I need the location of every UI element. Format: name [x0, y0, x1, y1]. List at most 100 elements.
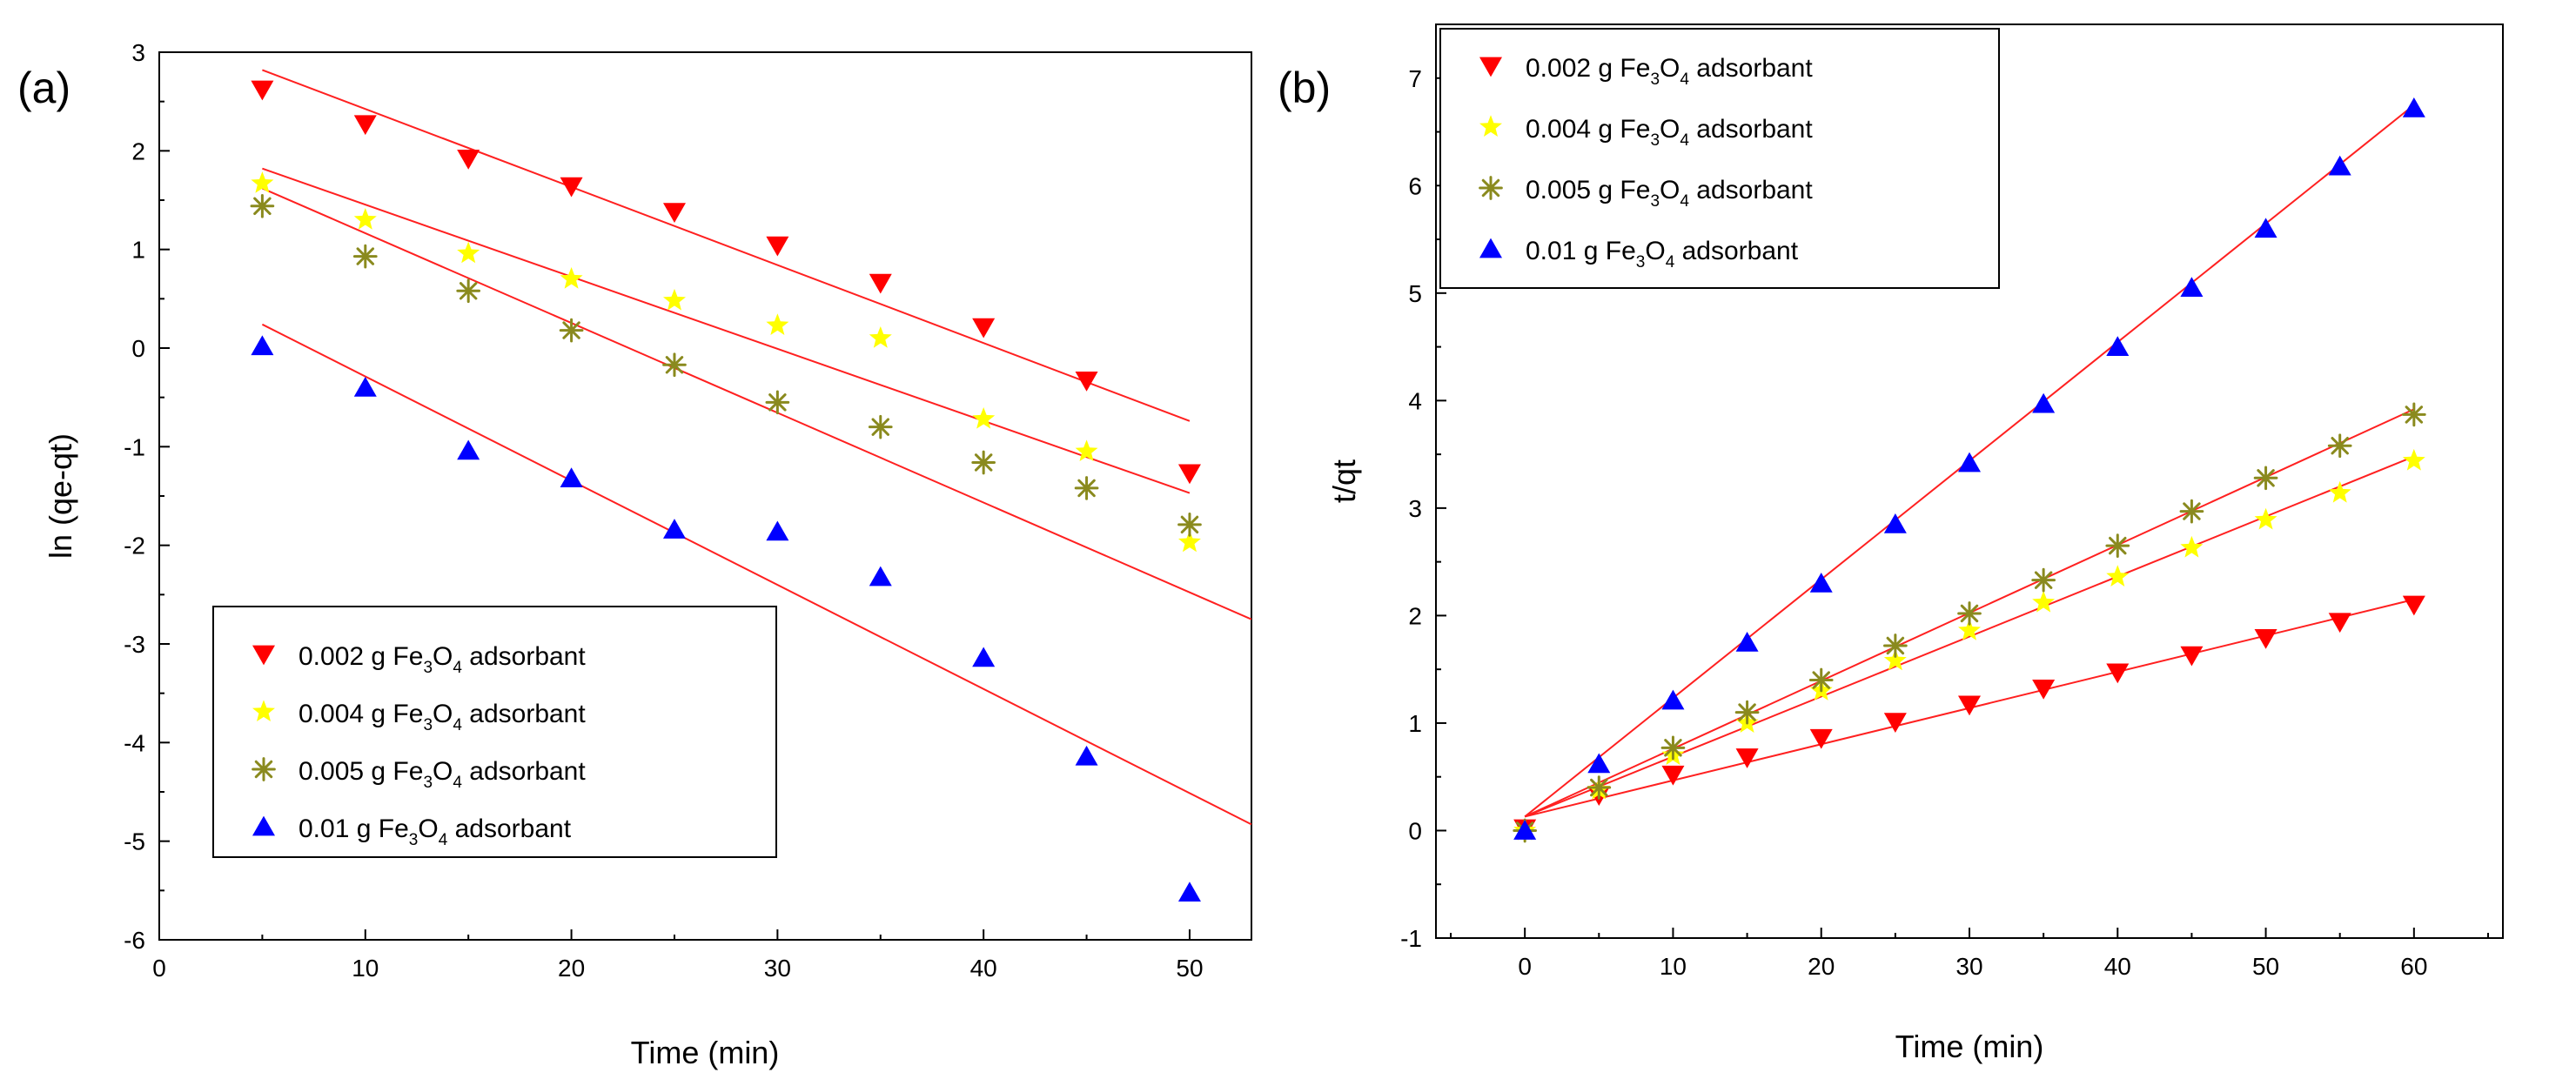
panel-a-label: (a) [17, 64, 70, 112]
panel-b-legend-box [1439, 28, 2000, 289]
panel-b-data-point [2253, 466, 2278, 491]
panel-a-data-point [663, 288, 686, 311]
panel-a-y-tick-label: -2 [124, 533, 145, 560]
panel-a-data-point [560, 467, 583, 487]
panel-a-data-point [250, 193, 275, 218]
panel-a-data-point [251, 80, 274, 101]
panel-b-data-point [1734, 700, 1760, 725]
panel-a-data-point [766, 236, 789, 257]
panel-b-data-point [2254, 628, 2277, 649]
panel-b-ticks: 0 10 20 30 40 50 60 -1 0 1 2 3 4 5 6 7 [1400, 65, 2489, 980]
panel-b-data-point [1661, 689, 1685, 710]
panel-a-data-point [1178, 530, 1201, 553]
panel-a-data-point [456, 278, 481, 304]
panel-a-x-axis-title: Time (min) [631, 1035, 780, 1070]
panel-a-data-point [353, 208, 377, 230]
panel-b-y-tick-label: 3 [1408, 495, 1422, 522]
panel-a-data-point [457, 150, 480, 170]
panel-a-series-4 [251, 335, 1201, 902]
panel-b-legend: 0.002 g Fe3O4 adsorbant 0.004 g Fe3O4 ads… [1439, 28, 2000, 289]
panel-b-data-point [1957, 601, 1982, 626]
panel-b-x-tick-label: 50 [2252, 953, 2279, 980]
panel-b-data-point [1587, 775, 1612, 800]
panel-a-y-tick-label: -1 [124, 433, 145, 460]
panel-b-label: (b) [1278, 64, 1331, 112]
panel-a-x-tick-label: 30 [764, 955, 791, 982]
panel-a-fit-line-2 [262, 167, 1191, 494]
panel-b-data-point [1513, 820, 1537, 840]
panel-a-fit-line-3 [261, 187, 1252, 620]
panel-a-series-1 [251, 80, 1201, 485]
panel-b-legend-label-4: 0.01 g Fe3O4 adsorbant [1526, 237, 1799, 272]
panel-b-y-tick-label: 7 [1408, 65, 1422, 92]
panel-a-y-axis-title: ln (qe-qt) [43, 433, 78, 559]
panel-b-data-point [2031, 567, 2056, 593]
panel-a-data-point [251, 171, 274, 193]
panel-b-data-point [2180, 646, 2204, 667]
panel-b-markers [1513, 97, 2426, 843]
panel-a-data-point [1075, 745, 1098, 766]
panel-b-data-point [1735, 748, 1759, 768]
panel-a-fit-lines [261, 69, 1252, 826]
panel-b-y-tick-label: 6 [1408, 172, 1422, 199]
panel-b-x-tick-label: 10 [1660, 953, 1687, 980]
panel-b-data-point [1809, 728, 1833, 749]
panel-a-x-tick-label: 20 [558, 955, 585, 982]
panel-a-data-point [971, 450, 996, 475]
panel-b-data-point [2254, 218, 2277, 238]
panel-a-legend-label-2: 0.004 g Fe3O4 adsorbant [299, 700, 586, 734]
panel-b-x-tick-label: 40 [2104, 953, 2131, 980]
panel-a-data-point [1177, 882, 1201, 902]
panel-b-legend-marker-1 [1479, 57, 1502, 77]
panel-a-y-tick-label: -5 [124, 828, 145, 855]
panel-a-fit-line-1 [262, 69, 1191, 422]
panel-a-data-point [662, 203, 686, 223]
panel-a-legend-label-1: 0.002 g Fe3O4 adsorbant [299, 642, 586, 677]
panel-b-x-tick-label: 30 [1955, 953, 1982, 980]
panel-a-ticks: 0 10 20 30 40 50 -6 -5 -4 -3 -2 -1 0 1 2 3 [124, 39, 1203, 982]
panel-b-data-point [2105, 533, 2130, 558]
panel-a-y-tick-label: -3 [124, 631, 145, 658]
panel-b-x-axis-title: Time (min) [1895, 1029, 2044, 1064]
panel-a-data-point [972, 407, 996, 429]
panel-a-data-point [868, 414, 893, 439]
panel-a-data-point [972, 318, 996, 339]
panel-a-data-point [352, 244, 378, 269]
panel-b-data-point [2401, 402, 2426, 427]
panel-a-legend-marker-2 [252, 700, 275, 721]
panel-a-x-tick-label: 40 [970, 955, 997, 982]
panel-a-data-point [869, 326, 892, 348]
panel-a-data-point [251, 335, 274, 356]
panel-b-y-tick-label: 4 [1408, 387, 1422, 414]
panel-a-data-point [1075, 372, 1098, 392]
panel-a-data-point [766, 313, 789, 335]
panel-a-series-3 [250, 193, 1202, 537]
chart-panel-a: (a) 0 10 20 30 40 50 -6 -5 -4 -3 -2 -1 0 1 2 3 Time (mi… [17, 39, 1252, 1070]
panel-b-data-point [2106, 336, 2130, 356]
panel-a-series-2 [251, 171, 1201, 553]
panel-b-y-tick-label: 0 [1408, 817, 1422, 844]
panel-a-data-point [662, 519, 686, 539]
panel-a-legend-marker-1 [252, 645, 275, 666]
panel-a-markers [250, 80, 1202, 902]
panel-a-legend-marker-3 [252, 757, 276, 781]
panel-b-data-point [1883, 648, 1907, 671]
panel-b-data-point [1883, 513, 1907, 533]
panel-b-legend-label-2: 0.004 g Fe3O4 adsorbant [1526, 115, 1813, 150]
panel-b-data-point [1883, 713, 1907, 734]
panel-b-data-point [1958, 695, 1981, 716]
panel-b-x-tick-label: 60 [2400, 953, 2427, 980]
panel-a-data-point [560, 267, 583, 289]
panel-a-data-point [1074, 476, 1099, 500]
panel-a-data-point [457, 241, 480, 264]
panel-b-data-point [1735, 631, 1759, 652]
panel-a-data-point [662, 352, 687, 378]
panel-b-data-point [2327, 433, 2352, 459]
panel-b-legend-marker-3 [1479, 176, 1503, 200]
panel-a-x-tick-label: 10 [352, 955, 379, 982]
panel-b-data-point [1958, 619, 1981, 640]
panel-b-data-point [2106, 565, 2130, 587]
panel-b-legend-marker-2 [1479, 115, 1502, 137]
panel-a-legend-label-3: 0.005 g Fe3O4 adsorbant [299, 757, 586, 792]
